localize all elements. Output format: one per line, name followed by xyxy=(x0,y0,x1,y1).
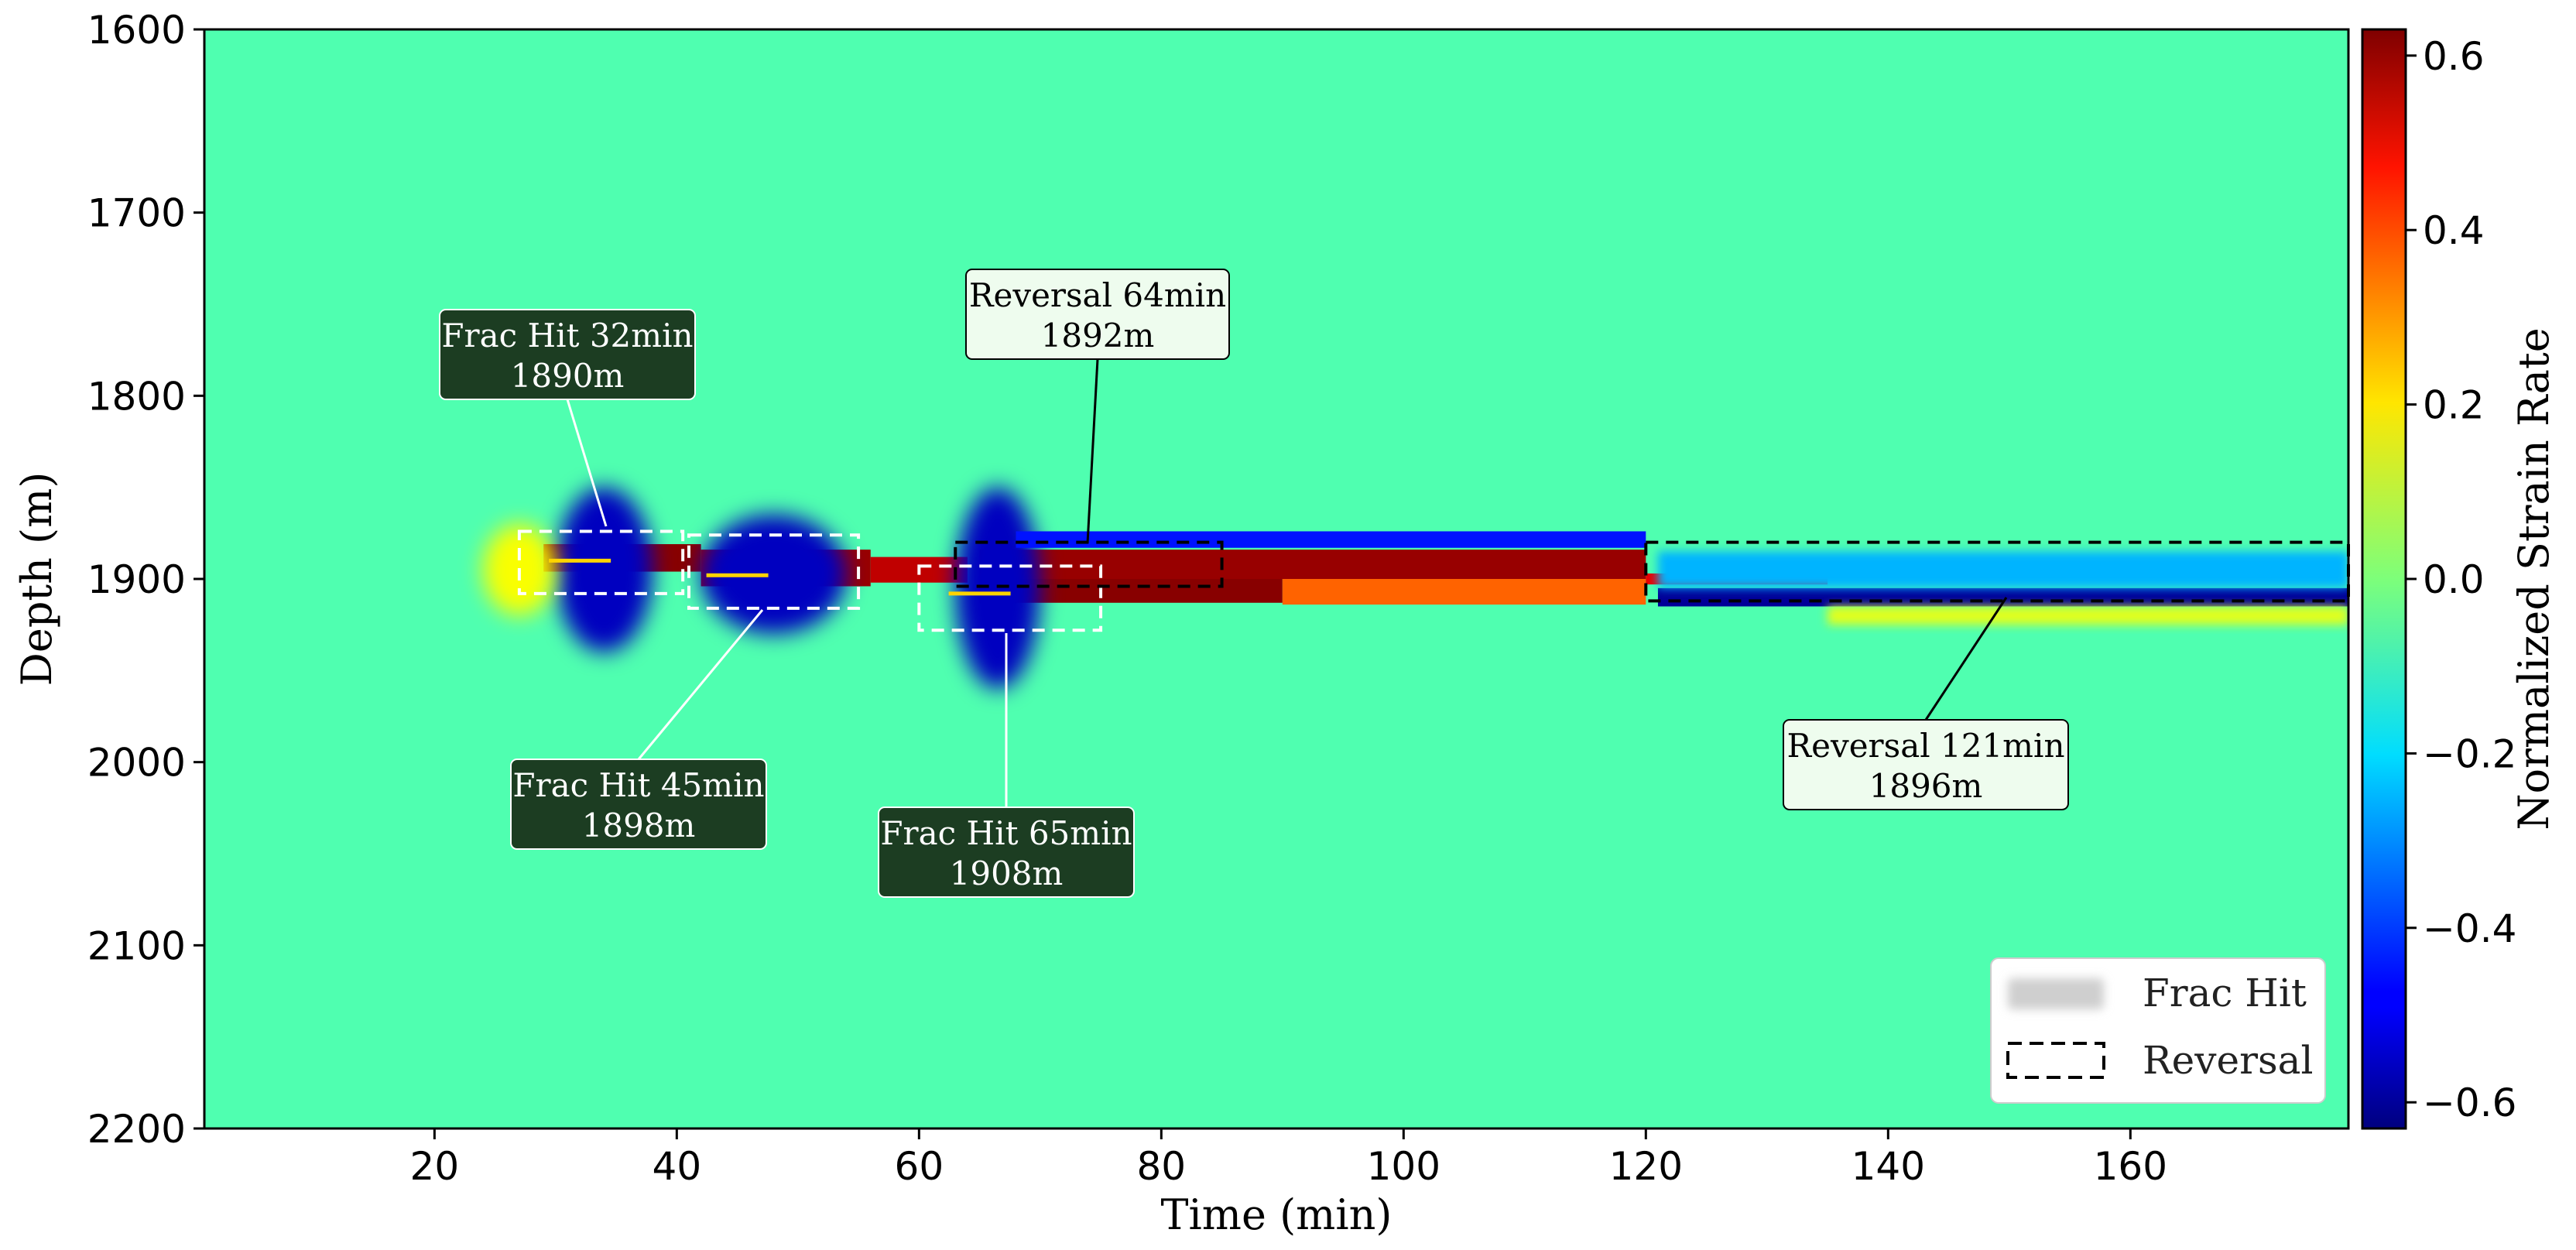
reversal-box-3 xyxy=(954,540,1224,588)
callout-box xyxy=(1783,719,2069,810)
colorbar-tick-label: −0.6 xyxy=(2423,1080,2516,1125)
callout-title: Reversal 121min xyxy=(1787,727,2065,765)
annotation-boxes xyxy=(517,529,2350,632)
colorbar-label: Normalized Strain Rate xyxy=(2509,327,2558,830)
heatmap-cell-weak-negative-band-12 xyxy=(1657,551,2348,588)
x-tick-label: 140 xyxy=(1852,1144,1925,1189)
x-tick-label: 100 xyxy=(1367,1144,1440,1189)
legend-reversal-label: Reversal xyxy=(2143,1038,2313,1083)
callout-depth: 1898m xyxy=(582,807,696,844)
callout-leader-line xyxy=(566,399,608,527)
x-tick-label: 60 xyxy=(895,1144,944,1189)
callout-title: Frac Hit 32min xyxy=(441,317,693,354)
heatmap-cell-negative-band-10 xyxy=(1016,531,1646,548)
callout-title: Frac Hit 45min xyxy=(512,766,764,804)
callout-leader-line xyxy=(637,609,764,760)
y-axis-label: Depth (m) xyxy=(12,472,61,687)
colorbar-tick-label: 0.2 xyxy=(2423,383,2485,428)
colorbar-ticks: −0.6 −0.4 −0.2 0.0 0.2 0.4 0.6 xyxy=(2406,34,2516,1125)
colorbar-tick-label: 0.4 xyxy=(2423,208,2485,253)
colorbar-tick-label: 0.6 xyxy=(2423,34,2485,79)
reversal-box-4 xyxy=(1644,540,2350,603)
x-tick-label: 40 xyxy=(653,1144,702,1189)
y-tick-label: 1900 xyxy=(87,557,186,602)
y-tick-label: 2000 xyxy=(87,741,186,786)
frac-hit-box-0 xyxy=(517,529,685,595)
colorbar-tick-label: 0.0 xyxy=(2423,557,2485,602)
callout-title: Reversal 64min xyxy=(969,276,1226,314)
y-tick-label: 2200 xyxy=(87,1107,186,1152)
callout-leader-line xyxy=(1086,358,1099,544)
callout-depth: 1896m xyxy=(1869,767,1983,805)
heatmap-field xyxy=(204,29,2348,1128)
callout-depth: 1908m xyxy=(950,854,1064,892)
colorbar-tick-label: −0.2 xyxy=(2423,731,2516,776)
y-tick-label: 1600 xyxy=(87,8,186,53)
legend-frac-hit-swatch xyxy=(2008,978,2104,1009)
heatmap-cell-weak-positive-band-13 xyxy=(1828,606,2348,625)
callout-leader-line xyxy=(1924,597,2008,721)
x-tick-label: 20 xyxy=(410,1144,460,1189)
callout-depth: 1892m xyxy=(1041,317,1155,354)
callout-box xyxy=(510,759,767,850)
x-tick-label: 160 xyxy=(2094,1144,2167,1189)
heatmap-cell-negative-halo-7 xyxy=(555,487,653,652)
callout-box xyxy=(965,269,1230,360)
x-axis: 20 40 60 80 100 120 140 160 xyxy=(410,1128,2167,1189)
legend-reversal-swatch xyxy=(2006,1042,2105,1079)
heatmap-cell-positive-band-4 xyxy=(979,550,1646,579)
heatmap-cell-mixed-band-5 xyxy=(1282,579,1646,605)
callout-box xyxy=(439,309,696,400)
frac-hit-box-2 xyxy=(917,564,1103,632)
y-axis: 1600 1700 1800 1900 2000 2100 2200 xyxy=(87,8,204,1152)
frac-hit-box-1 xyxy=(687,533,861,610)
y-tick-label: 2100 xyxy=(87,923,186,968)
y-tick-label: 1700 xyxy=(87,191,186,236)
heatmap-cell-negative-halo-9 xyxy=(955,487,1040,689)
colorbar-tick-label: −0.4 xyxy=(2423,906,2516,951)
x-axis-label: Time (min) xyxy=(1160,1190,1392,1239)
callout-depth: 1890m xyxy=(511,357,625,395)
y-tick-label: 1800 xyxy=(87,374,186,419)
callout-title: Frac Hit 65min xyxy=(880,814,1132,852)
x-tick-label: 120 xyxy=(1609,1144,1683,1189)
legend: Frac Hit Reversal xyxy=(1990,957,2326,1104)
colorbar xyxy=(2361,28,2407,1130)
legend-frac-hit-label: Frac Hit xyxy=(2143,971,2307,1015)
x-tick-label: 80 xyxy=(1137,1144,1187,1189)
callout-box xyxy=(878,807,1135,898)
heatmap-cell-negative-halo-8 xyxy=(701,515,847,634)
